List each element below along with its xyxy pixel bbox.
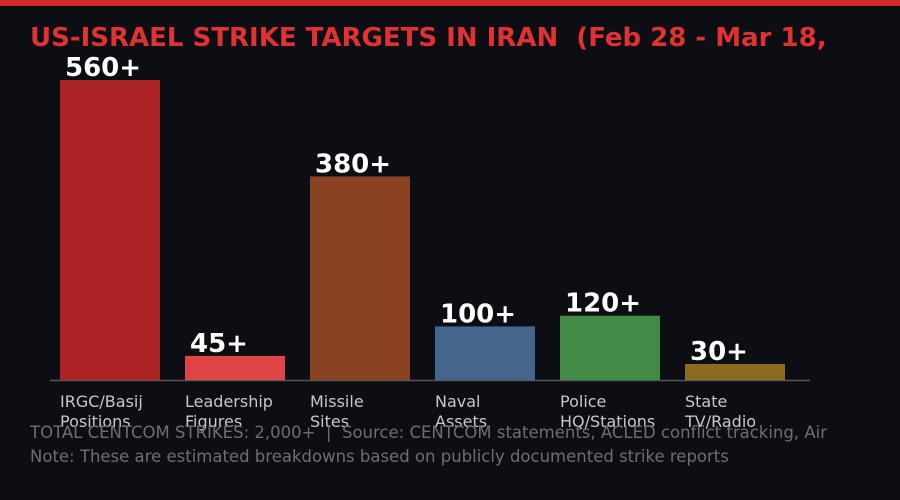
- bar: [685, 363, 785, 380]
- top-stripe: [0, 0, 900, 6]
- footnote: TOTAL CENTCOM STRIKES: 2,000+ | Source: …: [29, 423, 827, 442]
- bar: [435, 326, 535, 380]
- value-label: 30+: [690, 337, 748, 367]
- x-tick-label: Missile Sites: [310, 392, 364, 431]
- x-tick-label: IRGC/Basij Positions: [60, 392, 143, 431]
- value-label: 45+: [190, 329, 248, 359]
- bar: [60, 80, 160, 380]
- bar: [560, 315, 660, 380]
- x-tick-label: Naval Assets: [435, 392, 487, 431]
- value-label: 120+: [565, 289, 641, 319]
- value-label: 380+: [315, 149, 391, 179]
- footnote: Note: These are estimated breakdowns bas…: [30, 447, 729, 466]
- x-tick-label: Leadership Figures: [185, 392, 273, 431]
- x-tick-label: State TV/Radio: [684, 392, 756, 431]
- value-label: 100+: [440, 299, 516, 329]
- bar: [310, 176, 410, 380]
- value-label: 560+: [65, 53, 141, 83]
- x-tick-label: Police HQ/Stations: [560, 392, 655, 431]
- bar: [185, 355, 285, 380]
- chart-title: US-ISRAEL STRIKE TARGETS IN IRAN (Feb 28…: [30, 23, 827, 53]
